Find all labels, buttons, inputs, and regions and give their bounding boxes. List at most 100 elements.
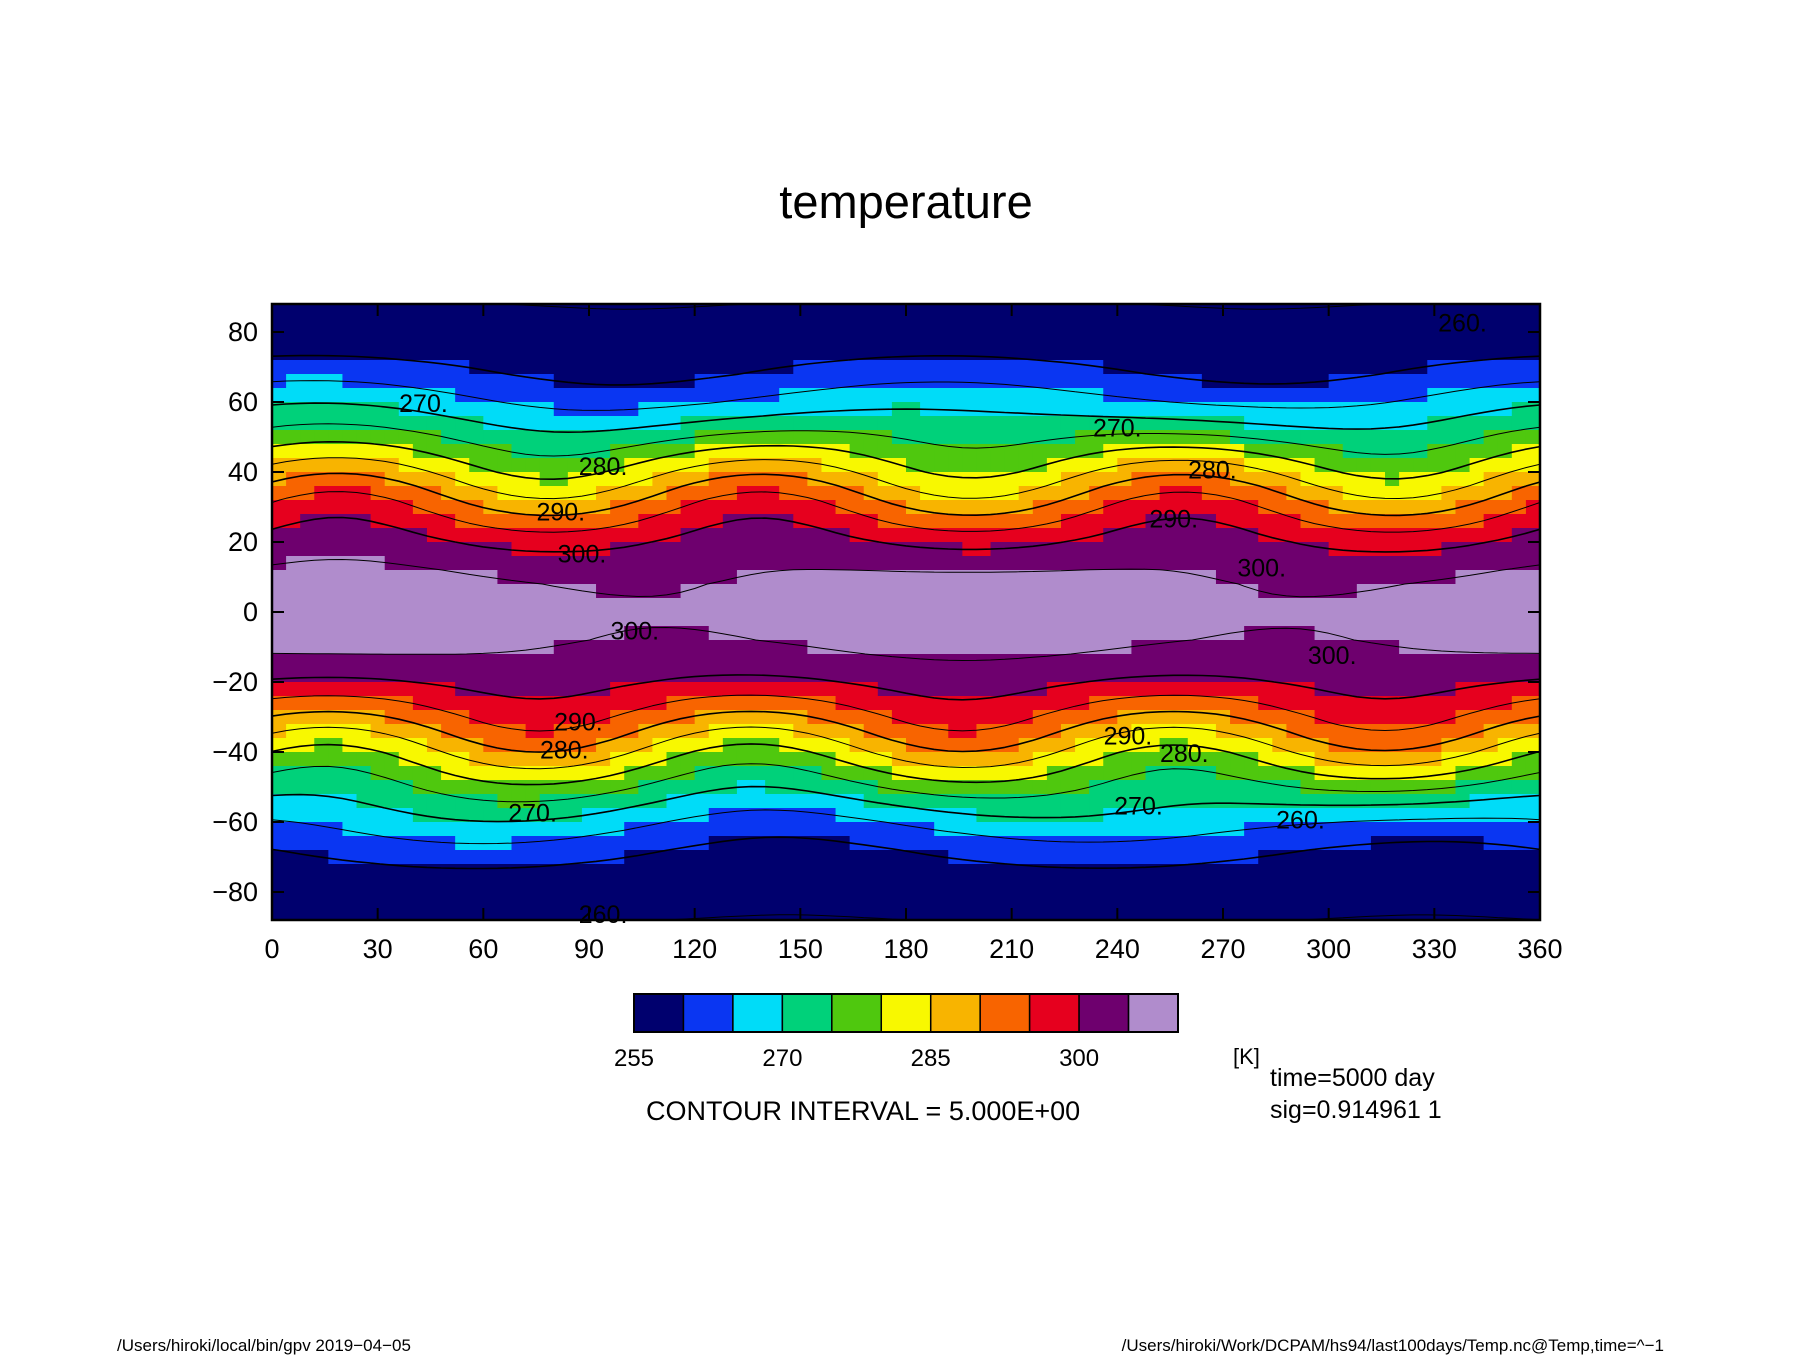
field-cell bbox=[934, 346, 949, 361]
field-cell bbox=[666, 402, 682, 417]
field-cell bbox=[849, 808, 865, 823]
field-cell bbox=[779, 738, 794, 753]
field-cell bbox=[1145, 626, 1161, 641]
field-cell bbox=[1131, 598, 1147, 613]
field-cell bbox=[1385, 724, 1400, 739]
field-cell bbox=[934, 668, 949, 683]
field-cell bbox=[779, 612, 794, 627]
field-cell bbox=[652, 570, 668, 585]
field-cell bbox=[1483, 388, 1499, 403]
field-cell bbox=[370, 416, 386, 431]
field-cell bbox=[596, 514, 611, 529]
field-cell bbox=[708, 430, 724, 445]
field-cell bbox=[1272, 444, 1287, 459]
field-cell bbox=[1385, 570, 1400, 585]
field-cell bbox=[736, 724, 752, 739]
field-cell bbox=[1511, 346, 1527, 361]
field-cell bbox=[328, 416, 344, 431]
field-cell bbox=[497, 612, 513, 627]
field-cell bbox=[286, 682, 301, 697]
field-cell bbox=[1032, 696, 1048, 711]
field-cell bbox=[342, 654, 358, 669]
field-cell bbox=[962, 766, 978, 781]
field-cell bbox=[877, 556, 893, 571]
field-cell bbox=[1046, 598, 1062, 613]
field-cell bbox=[877, 864, 893, 879]
field-cell bbox=[976, 346, 992, 361]
field-cell bbox=[976, 682, 992, 697]
field-cell bbox=[1413, 304, 1428, 319]
field-cell bbox=[300, 416, 315, 431]
field-cell bbox=[1187, 612, 1203, 627]
field-cell bbox=[1370, 556, 1386, 571]
field-cell bbox=[1525, 500, 1540, 515]
field-cell bbox=[934, 360, 949, 375]
field-cell bbox=[722, 430, 738, 445]
field-cell bbox=[1385, 528, 1400, 543]
field-cell bbox=[1328, 836, 1344, 851]
field-cell bbox=[426, 822, 442, 837]
field-cell bbox=[1286, 864, 1302, 879]
field-cell bbox=[567, 570, 583, 585]
field-cell bbox=[736, 794, 752, 809]
field-cell bbox=[426, 752, 442, 767]
field-cell bbox=[1469, 318, 1485, 333]
field-cell bbox=[1511, 388, 1527, 403]
field-cell bbox=[638, 864, 653, 879]
field-cell bbox=[455, 598, 470, 613]
field-cell bbox=[300, 892, 315, 907]
field-cell bbox=[1032, 878, 1048, 893]
field-cell bbox=[1032, 836, 1048, 851]
field-cell bbox=[1525, 402, 1540, 417]
field-cell bbox=[328, 682, 344, 697]
field-cell bbox=[1215, 318, 1231, 333]
field-cell bbox=[849, 304, 865, 319]
field-cell bbox=[1342, 514, 1358, 529]
field-cell bbox=[638, 780, 653, 795]
field-cell bbox=[877, 808, 893, 823]
field-cell bbox=[1300, 780, 1316, 795]
field-cell bbox=[328, 360, 344, 375]
field-cell bbox=[666, 346, 682, 361]
field-cell bbox=[610, 584, 625, 599]
field-cell bbox=[511, 780, 527, 795]
field-cell bbox=[539, 416, 555, 431]
field-cell bbox=[1511, 626, 1527, 641]
field-cell bbox=[751, 444, 766, 459]
field-cell bbox=[1187, 430, 1203, 445]
field-cell bbox=[1525, 808, 1540, 823]
field-cell bbox=[483, 486, 499, 501]
field-cell bbox=[976, 878, 992, 893]
field-cell bbox=[1399, 850, 1414, 865]
field-cell bbox=[1103, 514, 1118, 529]
field-cell bbox=[1385, 780, 1400, 795]
field-cell bbox=[765, 626, 780, 641]
field-cell bbox=[751, 374, 766, 389]
field-cell bbox=[272, 836, 287, 851]
field-cell bbox=[412, 640, 428, 655]
field-cell bbox=[596, 388, 611, 403]
field-cell bbox=[1145, 430, 1161, 445]
field-cell bbox=[356, 780, 372, 795]
field-cell bbox=[722, 808, 738, 823]
field-cell bbox=[1089, 304, 1104, 319]
field-cell bbox=[948, 472, 963, 487]
field-cell bbox=[1215, 584, 1231, 599]
field-cell bbox=[962, 556, 978, 571]
field-cell bbox=[779, 878, 794, 893]
field-cell bbox=[314, 318, 329, 333]
y-tick-label: 60 bbox=[228, 387, 258, 417]
field-cell bbox=[567, 584, 583, 599]
field-cell bbox=[1187, 724, 1203, 739]
field-cell bbox=[736, 514, 752, 529]
field-cell bbox=[398, 318, 414, 333]
field-cell bbox=[807, 668, 823, 683]
field-cell bbox=[1483, 794, 1499, 809]
field-cell bbox=[286, 836, 301, 851]
field-cell bbox=[1314, 528, 1330, 543]
field-cell bbox=[1427, 892, 1442, 907]
field-cell bbox=[356, 668, 372, 683]
field-cell bbox=[1089, 612, 1104, 627]
field-cell bbox=[1413, 668, 1428, 683]
